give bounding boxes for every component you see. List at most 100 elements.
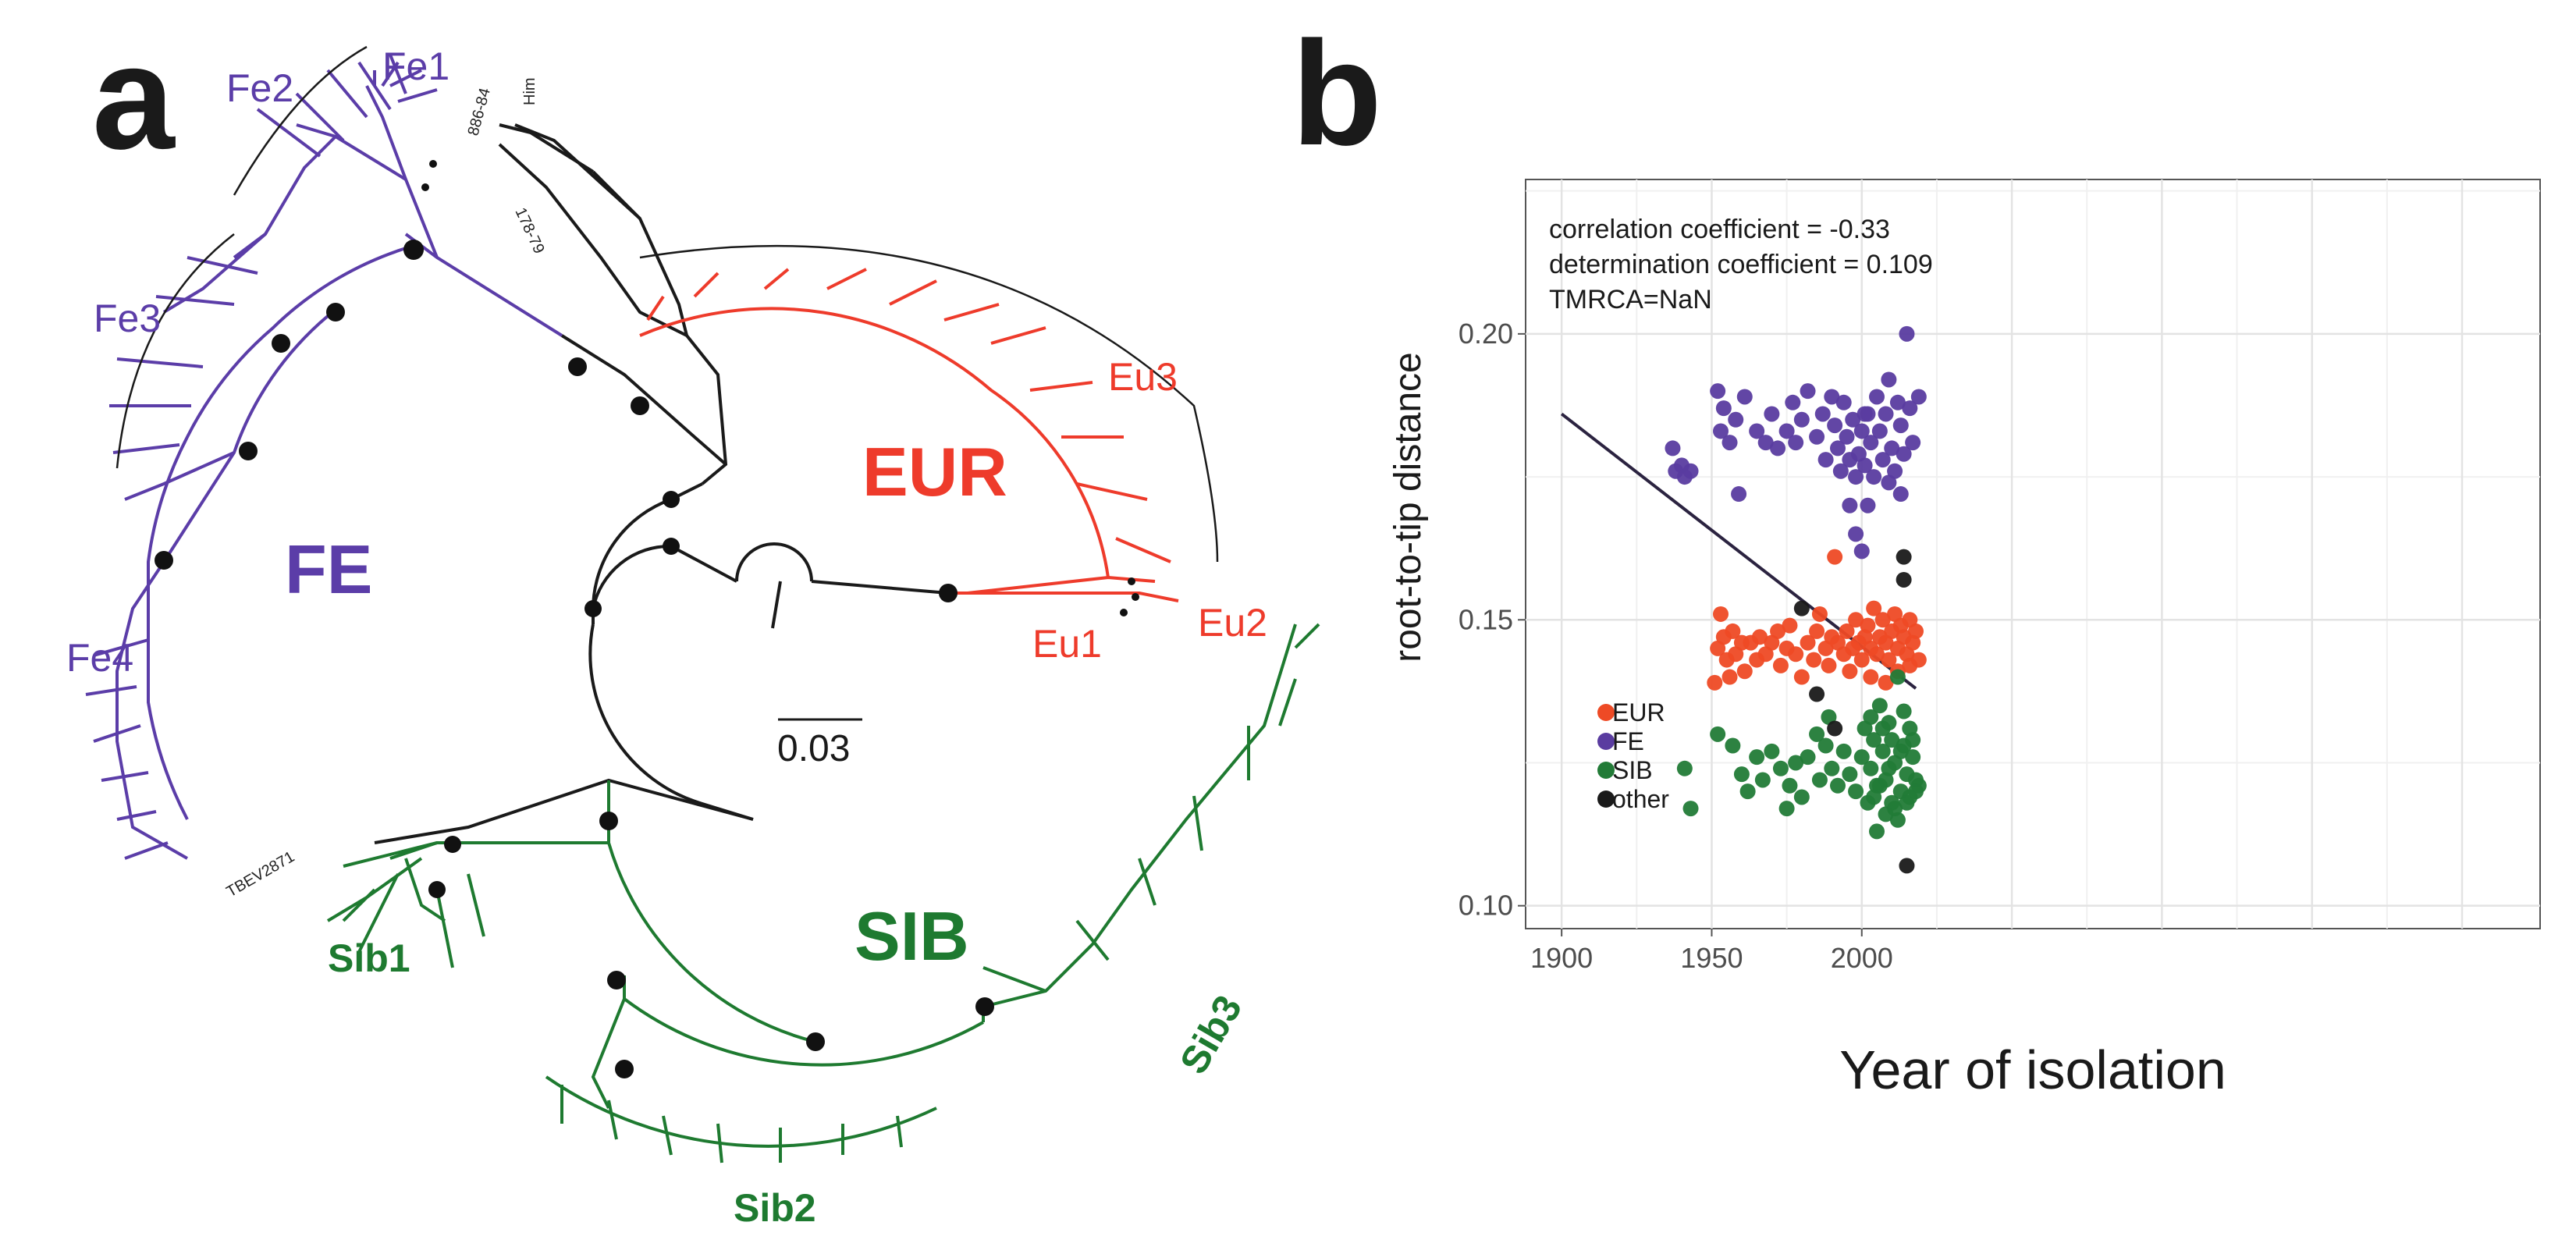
data-point-other	[1899, 858, 1915, 874]
subclade-label-fe2: Fe2	[226, 66, 293, 110]
him-branch	[514, 123, 641, 220]
data-point-fe	[1814, 406, 1831, 422]
data-point-eur	[1881, 652, 1897, 668]
data-point-sib	[1739, 783, 1756, 800]
data-point-fe	[1800, 383, 1816, 400]
data-point-eur	[1728, 646, 1744, 663]
data-point-eur	[1821, 657, 1837, 673]
data-point-sib	[1710, 726, 1726, 742]
data-point-eur	[1713, 606, 1729, 622]
data-point-sib	[1733, 766, 1750, 783]
data-point-eur	[1902, 657, 1918, 673]
data-point-eur	[1710, 640, 1726, 656]
subclade-label-eu1: Eu1	[1032, 622, 1102, 666]
data-point-sib	[1884, 732, 1900, 748]
node-dot	[975, 997, 994, 1016]
data-point-sib	[1908, 783, 1924, 800]
annotation-determination: determination coefficient = 0.109	[1549, 250, 1933, 279]
data-point-eur	[1827, 549, 1843, 565]
tree-nodes	[155, 160, 1139, 1078]
tip-label-886-84: 886-84	[465, 86, 494, 137]
series-fe	[1665, 325, 1927, 560]
panel-a: a	[66, 15, 1320, 1230]
data-point-sib	[1856, 720, 1873, 737]
data-point-sib	[1817, 737, 1834, 754]
tip-label-tbev2871: TBEV2871	[224, 848, 298, 901]
fe2-arc	[233, 45, 368, 196]
data-point-sib	[1905, 732, 1921, 748]
data-point-sib	[1892, 743, 1909, 759]
tree-branches	[85, 54, 1320, 1164]
data-point-fe	[1881, 474, 1897, 491]
scatter-points	[1665, 325, 1927, 874]
subclade-label-sib3: Sib3	[1171, 988, 1250, 1081]
data-point-fe	[1770, 440, 1786, 457]
data-point-sib	[1725, 737, 1741, 754]
sib2-arc	[545, 1075, 937, 1148]
data-point-eur	[1806, 652, 1822, 668]
sib-arc-inner	[607, 780, 816, 1043]
eu3-arc	[639, 307, 1110, 578]
data-point-sib	[1866, 789, 1882, 805]
data-point-sib	[1778, 801, 1795, 817]
data-point-fe	[1736, 389, 1753, 405]
data-point-fe	[1896, 446, 1912, 462]
data-point-sib	[1863, 760, 1879, 776]
data-point-fe	[1887, 463, 1903, 479]
eu3-arc-label	[639, 244, 1219, 563]
data-point-fe	[1884, 440, 1900, 457]
data-point-fe	[1721, 435, 1738, 451]
data-point-fe	[1788, 435, 1804, 451]
eur-stem	[811, 580, 949, 595]
data-point-fe	[1757, 435, 1774, 451]
data-point-eur	[1764, 634, 1780, 651]
data-point-sib	[1863, 709, 1879, 725]
subclade-label-eu3: Eu3	[1108, 355, 1178, 399]
data-point-eur	[1874, 612, 1891, 628]
node-dot	[428, 881, 446, 898]
base-branches	[374, 123, 949, 844]
t886-branch	[499, 123, 595, 173]
node-dot	[631, 396, 649, 415]
y-tick-label: 0.15	[1459, 603, 1513, 635]
backbone-lower	[588, 624, 754, 821]
sib1-sub	[326, 841, 438, 953]
sib-branches	[326, 623, 1320, 1164]
node-dot	[444, 836, 461, 853]
data-point-sib	[1809, 726, 1825, 742]
data-point-eur	[1809, 623, 1825, 639]
tip-label-him: Him	[521, 77, 538, 105]
data-point-fe	[1785, 394, 1801, 410]
fe2-tips	[256, 54, 407, 158]
data-point-fe	[1832, 463, 1849, 479]
data-point-eur	[1811, 606, 1828, 622]
data-point-fe	[1830, 440, 1846, 457]
fe1-tips	[373, 61, 438, 103]
data-point-eur	[1887, 606, 1903, 622]
node-dot	[272, 334, 290, 353]
data-point-fe	[1863, 435, 1879, 451]
data-point-fe	[1869, 389, 1885, 405]
data-point-sib	[1800, 749, 1816, 766]
major-gridlines	[1526, 179, 2540, 929]
sib3-stem	[982, 624, 1297, 1022]
node-dot	[599, 812, 618, 830]
data-point-eur	[1707, 674, 1723, 691]
fe3-arc	[115, 233, 235, 469]
x-axis-ticks: 1900 1950 2000	[1530, 929, 1893, 974]
data-point-eur	[1793, 669, 1810, 685]
fe3-sub	[162, 233, 267, 314]
panel-b-letter: b	[1292, 11, 1382, 176]
data-point-fe	[1809, 428, 1825, 445]
data-point-fe	[1892, 417, 1909, 434]
legend-swatch-other	[1597, 790, 1615, 808]
sib3-tips	[982, 623, 1320, 993]
data-point-fe	[1856, 457, 1873, 474]
data-point-fe	[1866, 469, 1882, 485]
data-point-fe	[1848, 469, 1864, 485]
y-tick-label: 0.20	[1459, 318, 1513, 350]
fe3-tips	[109, 256, 258, 454]
data-point-eur	[1842, 663, 1858, 680]
fe-arc-mid	[162, 314, 329, 563]
data-point-fe	[1778, 423, 1795, 439]
